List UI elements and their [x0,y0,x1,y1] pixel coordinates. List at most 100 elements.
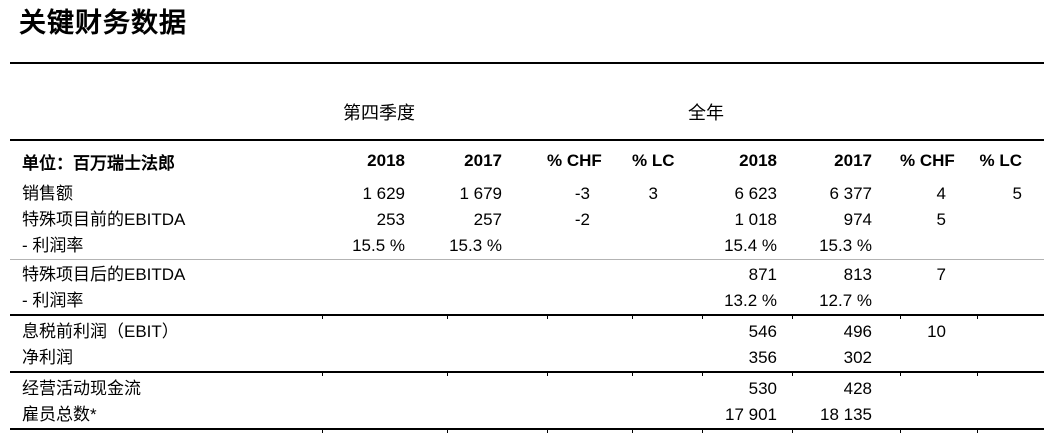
cell-value [447,262,547,288]
row-label: 净利润 [22,348,73,367]
cell-value: -2 [574,210,590,229]
cell-value [977,288,1044,314]
cell-value [322,319,447,345]
cell-value [447,402,547,428]
column-header-row: 单位：百万瑞士法郎 2018 2017 % CHF % LC 2018 2017… [10,141,1044,181]
column-header: 2017 [464,151,502,170]
cell-value: 18 135 [820,405,872,424]
divider-line [10,259,1044,262]
cell-value [977,319,1044,345]
table-row: 特殊项目前的EBITDA 253 257 -2 1 018 974 5 [10,207,1044,233]
table-row: 雇员总数* 17 901 18 135 [10,402,1044,428]
cell-value [322,262,447,288]
table-row: - 利润率 13.2 % 12.7 % [10,288,1044,314]
unit-label: 单位：百万瑞士法郎 [22,153,175,173]
cell-value [322,376,447,402]
cell-value [900,345,977,371]
cell-value: 6 377 [829,184,872,203]
cell-value [977,402,1044,428]
cell-value: 17 901 [725,405,777,424]
cell-value: 1 629 [362,184,405,203]
group-header-row: 第四季度 全年 [10,62,1044,141]
cell-value [322,402,447,428]
row-label: - 利润率 [22,236,84,255]
column-header: % CHF [547,151,602,170]
cell-value [977,376,1044,402]
column-header: 2018 [367,151,405,170]
group-header-q4: 第四季度 [322,62,547,141]
cell-value [547,288,632,314]
column-header: % LC [979,151,1023,170]
cell-value [547,376,632,402]
cell-value: 13.2 % [724,291,777,310]
cell-value [547,262,632,288]
table-row: 销售额 1 629 1 679 -3 3 6 623 6 377 4 5 [10,181,1044,207]
table-row: 净利润 356 302 [10,345,1044,371]
cell-value [977,262,1044,288]
cell-value: 15.3 % [819,236,872,255]
column-header: 2018 [739,151,777,170]
column-header: % LC [632,151,675,170]
cell-value [977,345,1044,371]
cell-value [447,376,547,402]
cell-value: 5 [1012,184,1022,203]
group-spacer [10,62,322,141]
cell-value [900,376,977,402]
cell-value [547,345,632,371]
cell-value: 4 [936,184,946,203]
divider-line [10,371,1044,376]
cell-value: 7 [936,265,946,284]
cell-value [900,233,977,259]
row-label: 特殊项目后的EBITDA [22,265,186,284]
table-row: 经营活动现金流 530 428 [10,376,1044,402]
row-label: 息税前利润（EBIT） [22,322,179,341]
row-label: 特殊项目前的EBITDA [22,210,186,229]
group-spacer [792,62,1044,141]
group-header-fy: 全年 [632,62,792,141]
divider-line [10,428,1044,433]
cell-value [632,207,702,233]
cell-value: 3 [648,184,658,203]
cell-value [632,319,702,345]
divider-line [10,314,1044,319]
cell-value: 12.7 % [819,291,872,310]
cell-value [547,319,632,345]
column-header: % CHF [900,151,955,170]
table-row: 特殊项目后的EBITDA 871 813 7 [10,262,1044,288]
footnote: *截至 12月31日 [19,441,1054,445]
cell-value [547,402,632,428]
cell-value [900,288,977,314]
cell-value [447,319,547,345]
cell-value: 871 [748,265,777,284]
cell-value: 974 [843,210,872,229]
cell-value [632,262,702,288]
table-row: - 利润率 15.5 % 15.3 % 15.4 % 15.3 % [10,233,1044,259]
cell-value: 15.5 % [352,236,405,255]
cell-value [547,233,632,259]
cell-value: 302 [843,348,872,367]
cell-value [632,376,702,402]
cell-value: 356 [748,348,777,367]
cell-value: 15.3 % [449,236,502,255]
cell-value: 1 679 [459,184,502,203]
group-spacer [547,62,632,141]
cell-value [447,288,547,314]
cell-value: 813 [843,265,872,284]
cell-value: 15.4 % [724,236,777,255]
cell-value: 546 [748,322,777,341]
cell-value [632,233,702,259]
cell-value [322,345,447,371]
row-label: - 利润率 [22,291,84,310]
cell-value [900,402,977,428]
cell-value [632,402,702,428]
cell-value: 5 [936,210,946,229]
page-title: 关键财务数据 [19,8,187,38]
row-label: 雇员总数* [22,405,97,424]
column-header: 2017 [834,151,872,170]
cell-value [977,207,1044,233]
row-label: 销售额 [22,184,73,203]
cell-value [632,345,702,371]
cell-value: 6 623 [734,184,777,203]
cell-value: 10 [927,322,946,341]
cell-value [322,288,447,314]
